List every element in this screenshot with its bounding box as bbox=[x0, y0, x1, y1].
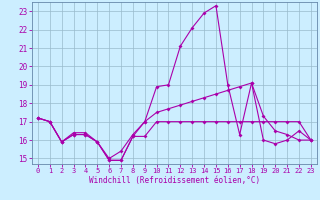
X-axis label: Windchill (Refroidissement éolien,°C): Windchill (Refroidissement éolien,°C) bbox=[89, 176, 260, 185]
